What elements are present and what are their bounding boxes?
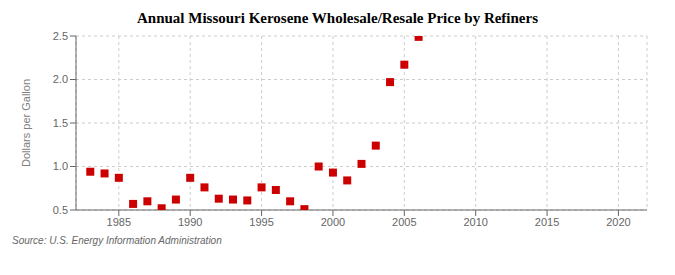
svg-text:1990: 1990 xyxy=(178,216,202,228)
svg-text:1985: 1985 xyxy=(107,216,131,228)
svg-text:Dollars per Gallon: Dollars per Gallon xyxy=(20,79,32,167)
svg-text:2000: 2000 xyxy=(321,216,345,228)
svg-text:0.5: 0.5 xyxy=(53,204,68,216)
svg-text:2015: 2015 xyxy=(535,216,559,228)
svg-text:2.5: 2.5 xyxy=(53,30,68,42)
svg-text:1.0: 1.0 xyxy=(53,160,68,172)
svg-text:2010: 2010 xyxy=(463,216,487,228)
html-text:Annual Missouri Kerosene Whole: Annual Missouri Kerosene Wholesale/Resal… xyxy=(137,10,538,26)
svg-text:2.0: 2.0 xyxy=(53,73,68,85)
svg-text:2020: 2020 xyxy=(606,216,630,228)
svg-text:1995: 1995 xyxy=(249,216,273,228)
html-text:Source: U.S. Energy Informatio: Source: U.S. Energy Information Administ… xyxy=(12,235,222,246)
svg-text:1.5: 1.5 xyxy=(53,117,68,129)
svg-text:2005: 2005 xyxy=(392,216,416,228)
